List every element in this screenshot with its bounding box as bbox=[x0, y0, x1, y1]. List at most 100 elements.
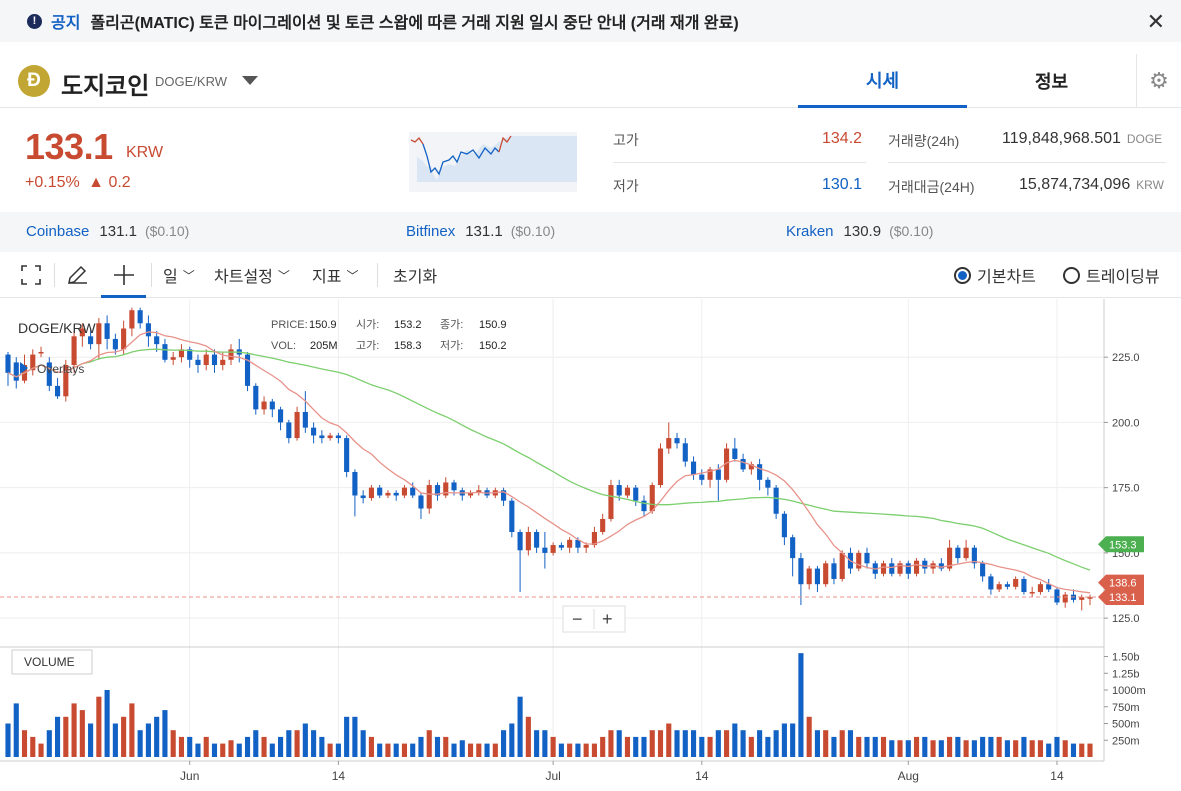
x-tick-label: Jun bbox=[180, 769, 199, 783]
volume-bar bbox=[732, 723, 738, 757]
candle-body bbox=[988, 576, 994, 590]
zoom-out-button[interactable]: − bbox=[572, 609, 583, 629]
candle-body bbox=[1004, 584, 1010, 587]
volume-bar bbox=[550, 736, 556, 757]
volume-bar bbox=[641, 736, 647, 757]
doge-logo: Ð bbox=[18, 65, 50, 97]
exchange-kraken[interactable]: Kraken 130.9 ($0.10) bbox=[786, 223, 933, 240]
coin-pair: DOGE/KRW bbox=[155, 74, 227, 89]
tab-info[interactable]: 정보 bbox=[1034, 72, 1069, 92]
notice-text[interactable]: 폴리곤(MATIC) 토큰 마이그레이션 및 토큰 스왑에 따른 거래 지원 일… bbox=[90, 15, 739, 32]
candle-body bbox=[104, 323, 110, 339]
exchange-name: Kraken bbox=[786, 223, 834, 240]
candle-body bbox=[591, 532, 597, 546]
volume-tick-label: 1.50b bbox=[1112, 652, 1140, 664]
volume-bar bbox=[674, 730, 680, 757]
volume-bar bbox=[715, 730, 721, 757]
candle-body bbox=[682, 443, 688, 462]
radio-checked-icon bbox=[954, 266, 971, 284]
tradingview-radio[interactable]: 트레이딩뷰 bbox=[1063, 252, 1160, 298]
candle-body bbox=[575, 539, 581, 548]
candle-body bbox=[1029, 592, 1035, 594]
basic-chart-label: 기본차트 bbox=[977, 269, 1036, 286]
volume-axis-ticks: 1.50b 1.25b 1000m 750m 500m 250m bbox=[1104, 652, 1146, 747]
volume-bar bbox=[740, 730, 746, 757]
chevron-down-icon: ﹀ bbox=[182, 268, 195, 283]
chevron-down-icon[interactable] bbox=[242, 76, 258, 85]
candle-body bbox=[666, 438, 672, 449]
legend-close-label: 종가: bbox=[440, 318, 463, 331]
period-select[interactable]: 일 ﹀ bbox=[163, 252, 195, 298]
exchange-bitfinex[interactable]: Bitfinex 131.1 ($0.10) bbox=[406, 223, 555, 240]
price-sparkline bbox=[409, 132, 577, 192]
candle-body bbox=[740, 458, 746, 470]
candle-body bbox=[517, 532, 523, 551]
volume-label-box bbox=[11, 649, 93, 675]
exclamation-icon: ! bbox=[27, 13, 42, 29]
gear-icon[interactable]: ⚙ bbox=[1136, 54, 1181, 108]
reset-button[interactable]: 초기화 bbox=[393, 269, 438, 286]
volume-bar bbox=[913, 736, 920, 757]
close-icon[interactable]: ✕ bbox=[1146, 9, 1165, 34]
candle-body bbox=[244, 354, 251, 386]
indicators-select[interactable]: 지표 ﹀ bbox=[312, 252, 358, 298]
y-tick-label: 125.0 bbox=[1112, 613, 1140, 625]
fullscreen-icon[interactable] bbox=[20, 252, 42, 298]
candle-body bbox=[46, 362, 52, 386]
volume-bar bbox=[71, 703, 77, 757]
basic-chart-radio[interactable]: 기본차트 bbox=[954, 252, 1036, 298]
x-tick-label: 14 bbox=[332, 769, 346, 783]
exchange-usd: ($0.10) bbox=[144, 223, 190, 239]
crosshair-icon[interactable] bbox=[112, 252, 136, 298]
candle-body bbox=[1013, 578, 1019, 587]
volume-bar bbox=[96, 696, 102, 757]
tab-quote[interactable]: 시세 bbox=[798, 54, 967, 108]
exchange-coinbase[interactable]: Coinbase 131.1 ($0.10) bbox=[26, 223, 189, 240]
chart-settings-select[interactable]: 차트설정 ﹀ bbox=[214, 252, 290, 298]
current-price: 133.1 bbox=[25, 126, 113, 167]
volume-bar bbox=[633, 736, 639, 757]
notice-bar[interactable]: ! 공지 폴리곤(MATIC) 토큰 마이그레이션 및 토큰 스왑에 따른 거래… bbox=[0, 0, 1181, 42]
candle-body bbox=[509, 500, 515, 533]
legend-price-label: PRICE: bbox=[271, 319, 308, 331]
volume-bar bbox=[765, 736, 771, 757]
ma-short-tag-box bbox=[1098, 574, 1144, 591]
volume-bar bbox=[327, 743, 333, 757]
candle-body bbox=[368, 487, 374, 499]
candle-body bbox=[377, 487, 383, 496]
volume-label: VOLUME bbox=[24, 655, 75, 669]
price-tags: 153.3 138.6 133.1 bbox=[1098, 536, 1144, 605]
candle-body bbox=[1037, 584, 1044, 593]
volume-bar bbox=[905, 740, 911, 757]
candle-body bbox=[757, 464, 763, 480]
volume-bar bbox=[1013, 740, 1019, 757]
price-unit: KRW bbox=[126, 144, 164, 161]
zoom-in-button[interactable]: + bbox=[602, 609, 613, 629]
overlays-toggle[interactable]: Overlays bbox=[37, 362, 84, 376]
pencil-icon[interactable] bbox=[65, 252, 89, 298]
candle-body bbox=[608, 485, 614, 519]
volume-bar bbox=[385, 743, 391, 757]
candle-body bbox=[980, 563, 986, 577]
candle-body bbox=[137, 310, 143, 324]
notice-label: 공지 bbox=[51, 15, 81, 32]
zoom-controls: − + bbox=[562, 605, 626, 633]
volume-bar bbox=[410, 743, 416, 757]
high-value: 134.2 bbox=[822, 130, 863, 147]
ma-long-line bbox=[7, 348, 1091, 571]
volume-bar bbox=[112, 723, 118, 757]
volume-bar bbox=[319, 736, 325, 757]
volume-bar bbox=[690, 730, 697, 757]
candle-body bbox=[360, 495, 366, 499]
candle-body bbox=[311, 427, 317, 436]
play-icon[interactable] bbox=[20, 362, 28, 374]
ma-short-line bbox=[7, 331, 1091, 594]
volume-bar bbox=[1029, 740, 1035, 757]
candle-body bbox=[145, 323, 151, 337]
volume-bar bbox=[418, 736, 424, 757]
exchange-price: 130.9 bbox=[843, 223, 882, 240]
volume-bar bbox=[757, 730, 763, 757]
candle-body bbox=[79, 328, 85, 337]
amount-unit: KRW bbox=[1136, 178, 1164, 192]
